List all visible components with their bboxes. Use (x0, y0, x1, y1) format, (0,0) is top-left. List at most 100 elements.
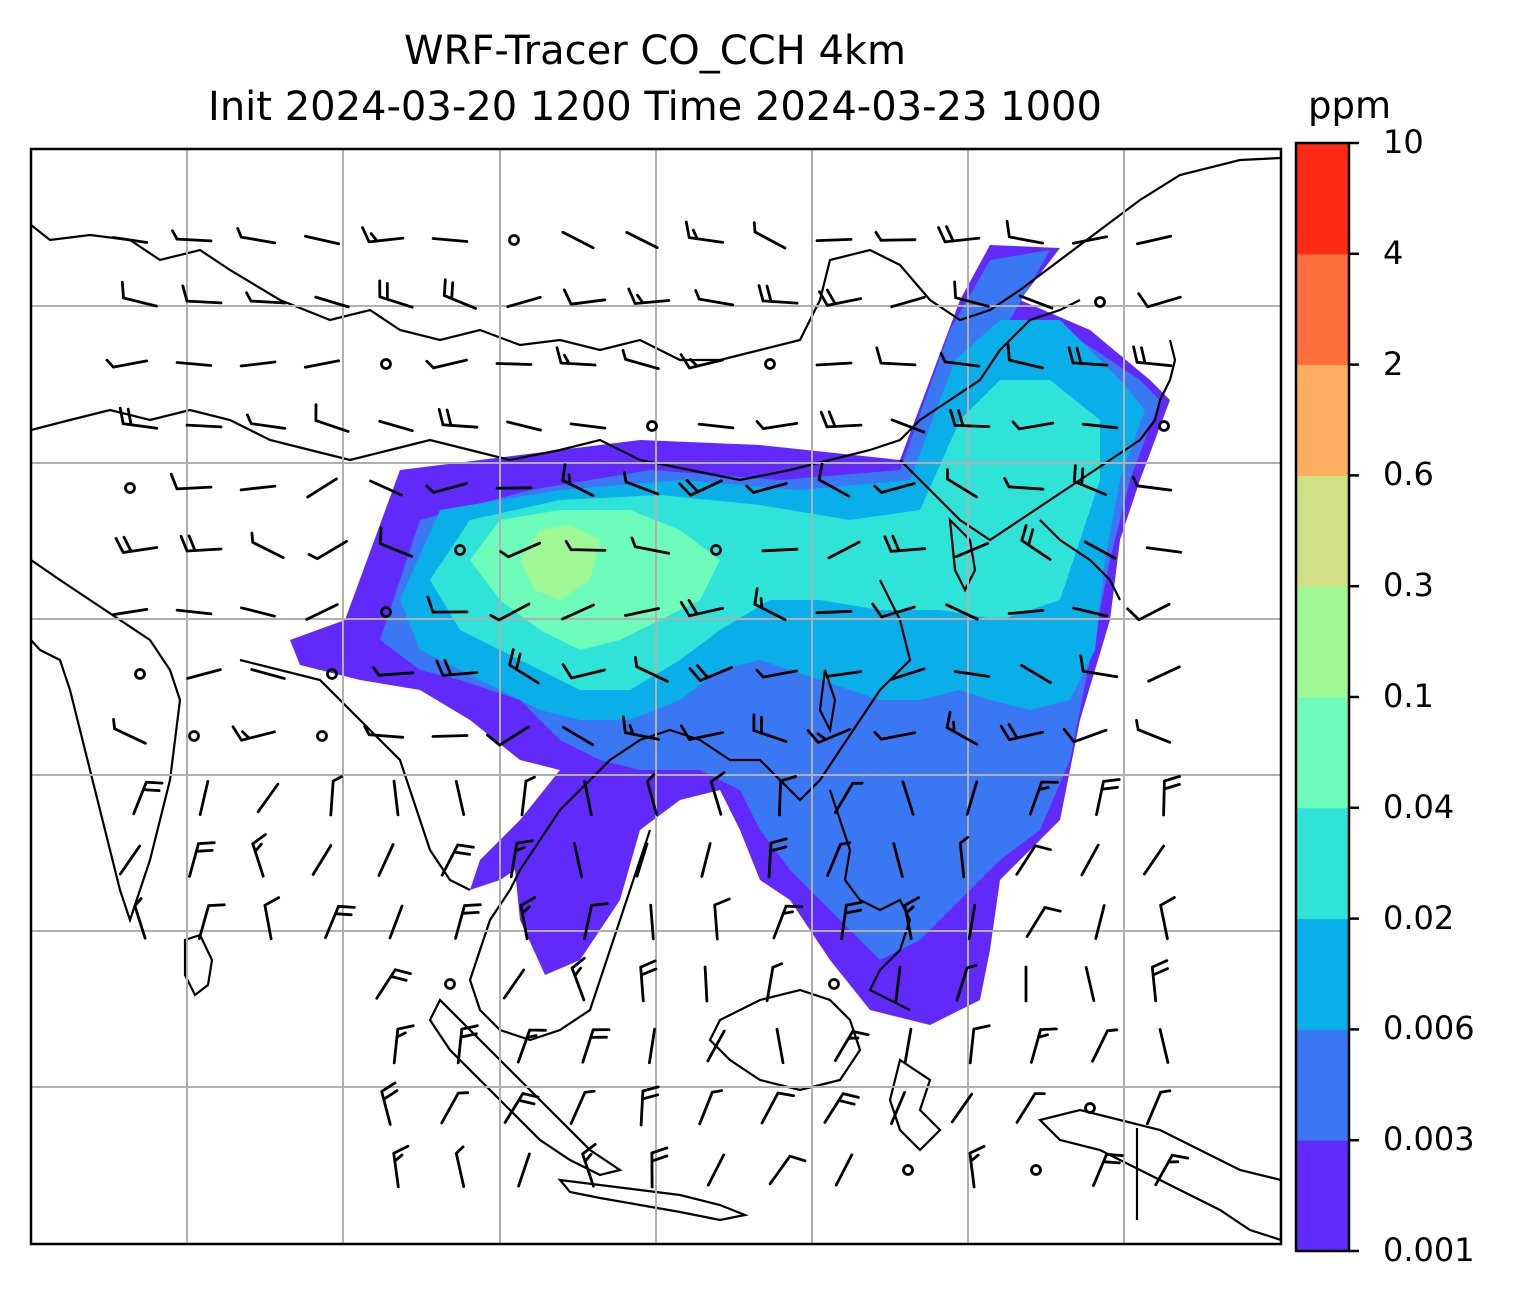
wind-barb (303, 359, 341, 369)
colorbar-segment (1296, 918, 1349, 1030)
wind-barb (1084, 966, 1096, 1002)
wind-barb (630, 536, 671, 555)
wind-barb (1146, 1089, 1172, 1126)
colorbar-tick-label: 2 (1383, 344, 1404, 383)
wind-barb (871, 602, 916, 619)
coastline-sulawesi (888, 1058, 942, 1152)
wind-barb (175, 361, 213, 367)
wind-barb (1126, 602, 1171, 622)
wind-barb (246, 413, 287, 430)
wind-barb (634, 656, 669, 683)
wind-barb (314, 403, 350, 433)
wind-barb (968, 1024, 991, 1065)
calm-wind-marker (1094, 296, 1106, 308)
wind-barb (752, 713, 788, 743)
wind-barb (114, 535, 159, 554)
wind-barb (486, 725, 530, 747)
wind-barb (954, 542, 990, 558)
wind-barb (1067, 346, 1109, 367)
wind-barb (1007, 609, 1045, 615)
wind-barb (700, 842, 712, 878)
colorbar-segment (1296, 1029, 1349, 1141)
wind-barb (709, 771, 726, 816)
map-frame (29, 147, 1283, 1246)
colorbar-tick-label: 10 (1383, 123, 1424, 161)
wind-barb (562, 288, 607, 306)
coastline-india (31, 559, 182, 924)
calm-wind-marker (316, 730, 328, 742)
wind-barb (508, 648, 540, 685)
wind-barb (684, 220, 725, 244)
map-title-line2: Init 2024-03-20 1200 Time 2024-03-23 100… (208, 84, 1102, 130)
colorbar-segment (1296, 807, 1349, 920)
wind-barb (569, 1089, 596, 1125)
wind-barb (1162, 775, 1181, 817)
wind-barb (698, 1089, 723, 1126)
wind-barb (372, 666, 415, 677)
wind-barb (236, 227, 277, 245)
wind-barb (958, 835, 970, 879)
wind-barb (945, 710, 979, 746)
wind-barb (765, 962, 784, 1003)
wind-barb (826, 841, 852, 878)
wind-barb (555, 346, 597, 367)
wind-barb (581, 1143, 597, 1188)
map-title-line1: WRF-Tracer CO_CCH 4km (403, 28, 907, 74)
coastline-china (509, 579, 912, 891)
wind-barb (375, 968, 412, 1000)
wind-barb (1005, 219, 1045, 245)
wind-barb (1081, 422, 1119, 430)
coastline-new-guinea (1037, 1108, 1281, 1242)
wind-barb (840, 900, 864, 941)
wind-barb (456, 1024, 479, 1065)
wind-barb (329, 775, 343, 817)
wind-barb (953, 280, 990, 308)
calm-wind-marker (380, 358, 392, 370)
wind-barb (778, 775, 798, 817)
wind-barb (834, 1153, 854, 1187)
wind-barb (949, 408, 991, 428)
wind-barb (678, 479, 723, 497)
wind-barb (454, 780, 466, 816)
wind-barb (939, 352, 981, 368)
wind-barb (231, 725, 276, 742)
wind-barb (489, 602, 531, 622)
wind-barb (431, 237, 469, 243)
wind-barb (815, 361, 853, 367)
colorbar-tick-label: 0.003 (1383, 1120, 1475, 1159)
wind-barb (440, 1091, 470, 1125)
calm-wind-marker (326, 668, 338, 680)
wind-barb (1159, 896, 1176, 941)
wind-barb (622, 471, 660, 496)
calm-wind-marker (828, 978, 840, 990)
wind-barb (706, 1029, 726, 1063)
wind-barb (694, 289, 735, 307)
wind-barb (1132, 345, 1173, 368)
wind-barb (583, 779, 593, 817)
wind-barb (1028, 780, 1059, 816)
wind-barb (755, 668, 799, 679)
wind-barb (752, 221, 787, 250)
coastline-bay (239, 658, 471, 891)
colorbar-tick-label: 0.6 (1383, 455, 1434, 494)
wind-barb (768, 1154, 807, 1186)
wind-barb (581, 1028, 611, 1064)
wind-barb (562, 725, 594, 747)
wind-barb (583, 902, 609, 940)
wind-barb (818, 288, 863, 307)
wind-barb (378, 419, 414, 433)
coastlines (31, 156, 1281, 1242)
wind-barb (561, 603, 595, 621)
wind-barb (823, 1092, 860, 1124)
coastline-indochina (468, 829, 652, 1042)
wind-barb (564, 540, 607, 552)
wind-barbs (105, 219, 1190, 1189)
wind-barb (304, 234, 340, 246)
coastline-japan (1039, 519, 1121, 601)
wind-barb (1095, 778, 1121, 816)
wind-barb (388, 904, 404, 940)
wind-barb (179, 534, 223, 553)
wind-barb (520, 775, 536, 817)
gridlines (31, 149, 1281, 1244)
colorbar-tick-label: 4 (1383, 233, 1404, 272)
